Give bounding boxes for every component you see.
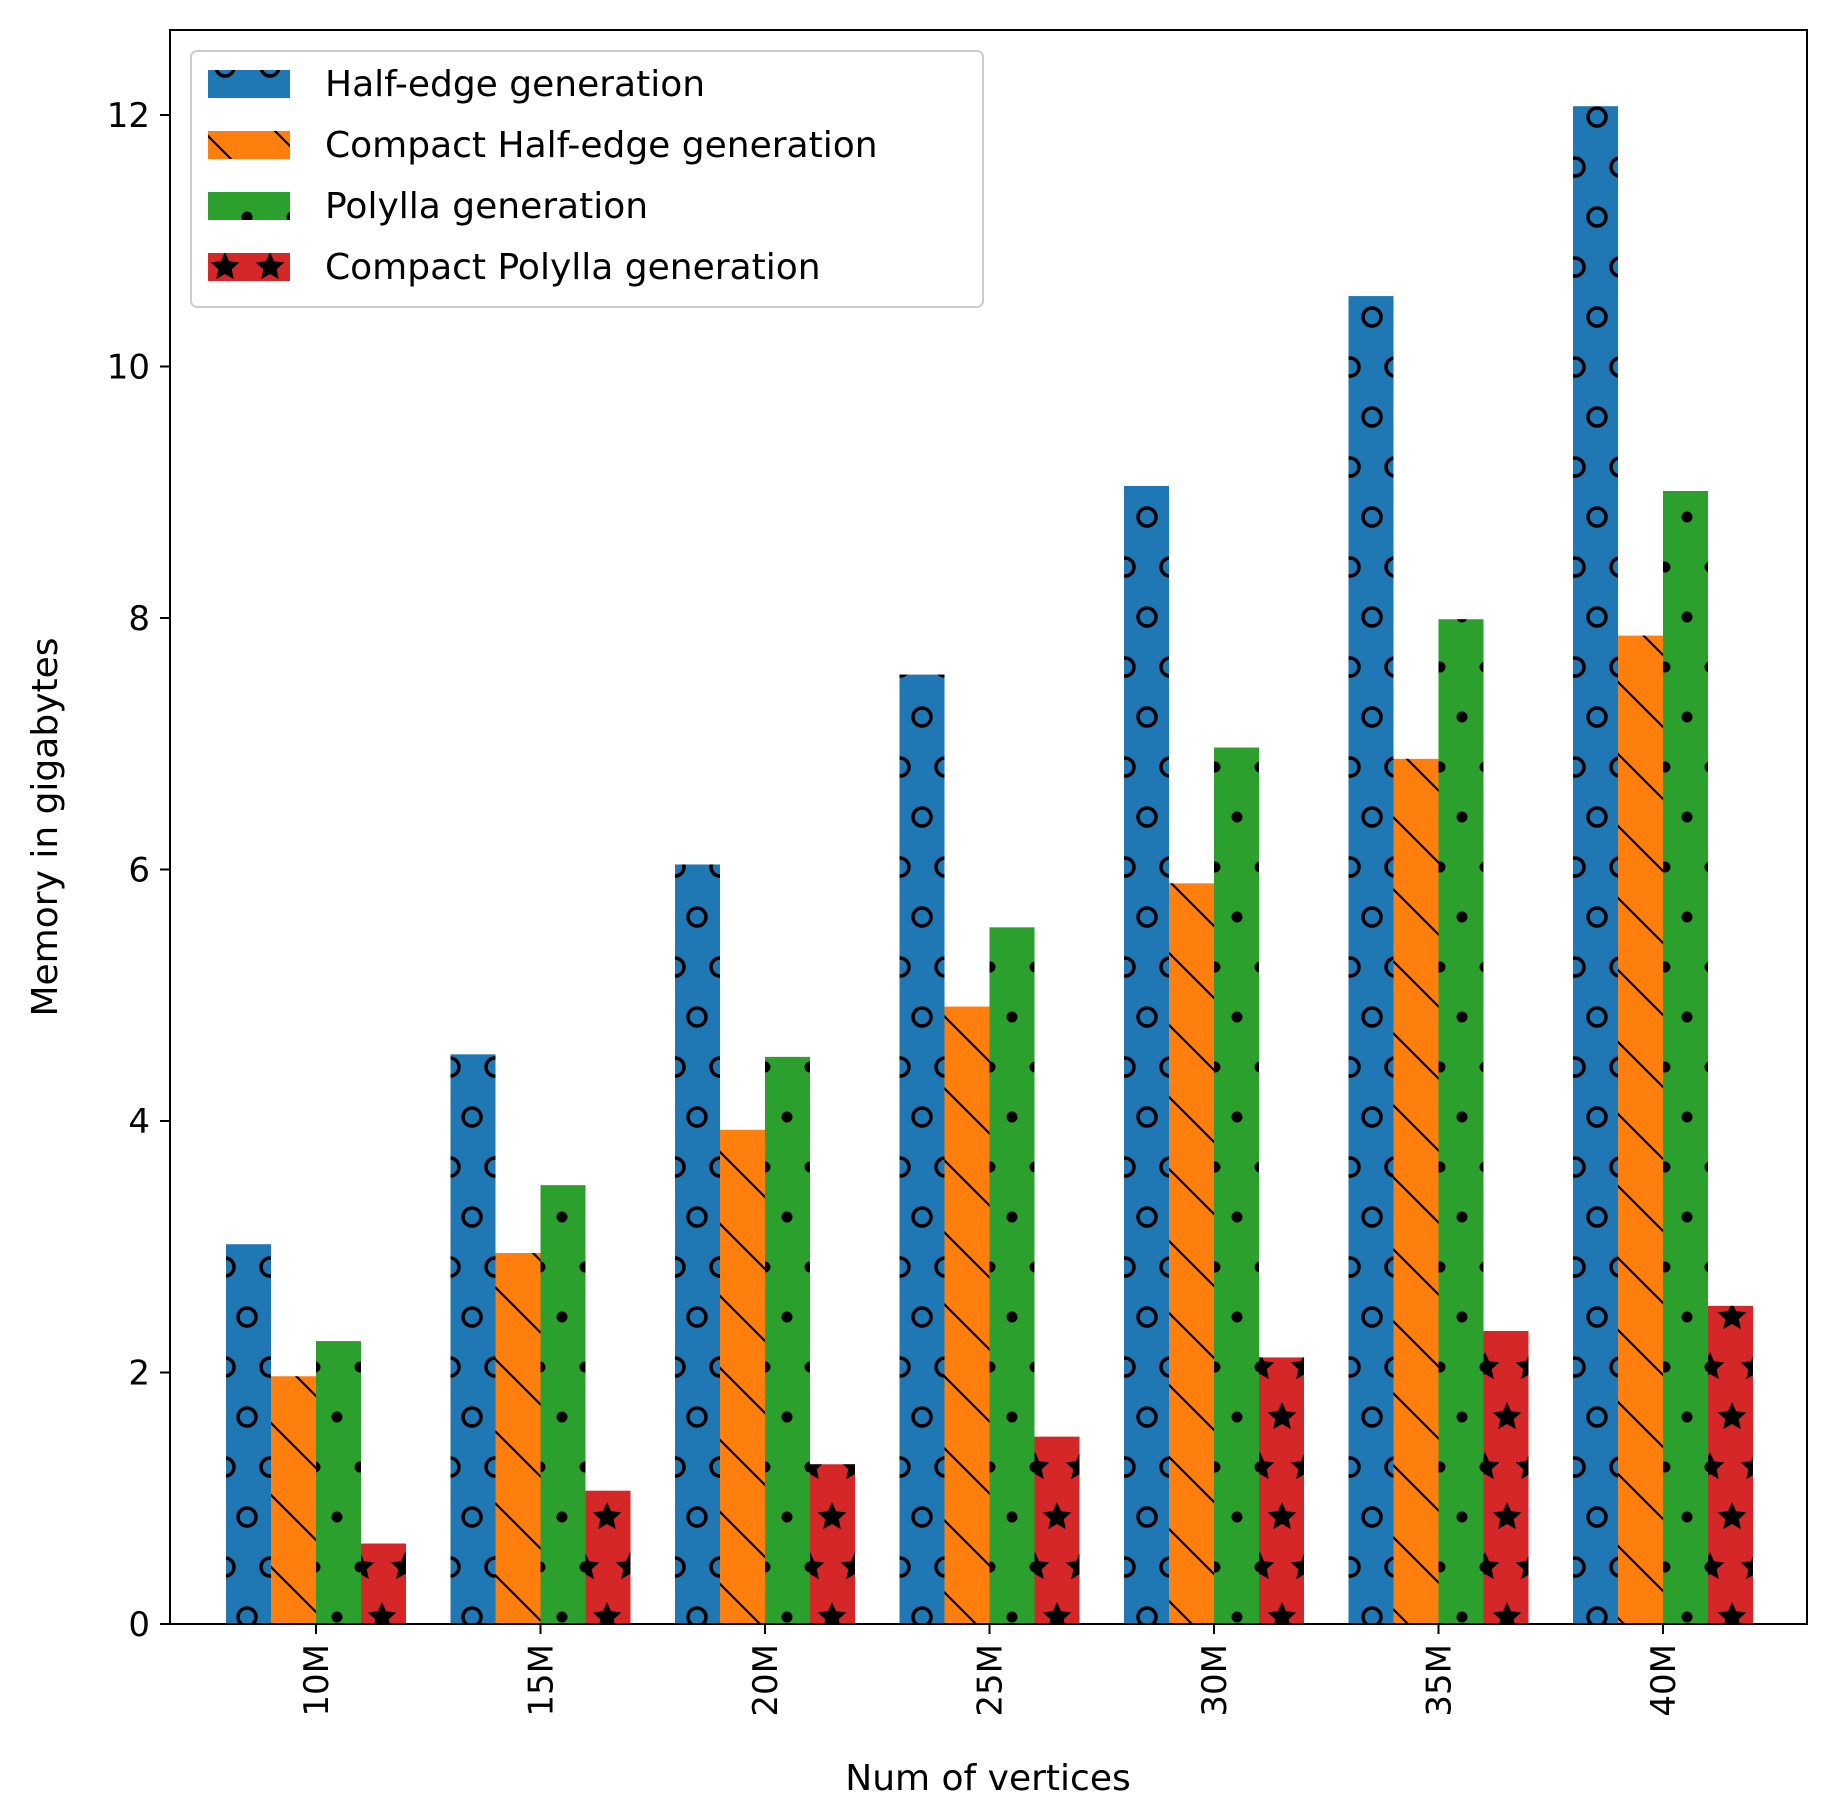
legend-swatch-hatch <box>208 131 290 159</box>
x-axis-label: Num of vertices <box>845 1758 1130 1799</box>
bar-hatch-compact-polylla-generation-10m <box>361 1543 406 1624</box>
bar-hatch-compact-half-edge-generation-15m <box>495 1253 541 1624</box>
bar-hatch-half-edge-generation-25m <box>899 674 945 1624</box>
bar-hatch-half-edge-generation-40m <box>1573 106 1618 1624</box>
legend-entry-half-edge: Half-edge generation <box>208 64 705 105</box>
legend: Half-edge generation Compact Half-edge g… <box>190 50 984 308</box>
x-tick-label: 35M <box>1420 1644 1460 1717</box>
bar-hatch-compact-half-edge-generation-30m <box>1169 883 1214 1624</box>
bar-hatch-polylla-generation-10m <box>316 1341 361 1624</box>
bar-hatch-half-edge-generation-20m <box>675 864 720 1624</box>
y-tick-label: 12 <box>107 96 150 136</box>
x-tick-label: 25M <box>971 1644 1011 1717</box>
bar-hatch-half-edge-generation-30m <box>1124 485 1169 1624</box>
legend-swatch-hatch <box>208 253 290 281</box>
bar-hatch-compact-half-edge-generation-40m <box>1618 635 1663 1624</box>
legend-label-compact-half-edge: Compact Half-edge generation <box>325 125 878 166</box>
bar-hatch-compact-polylla-generation-25m <box>1034 1436 1080 1624</box>
x-tick-label: 40M <box>1644 1644 1684 1717</box>
bar-hatch-compact-polylla-generation-35m <box>1483 1331 1529 1624</box>
legend-entry-polylla: Polylla generation <box>208 186 648 227</box>
bar-hatch-compact-polylla-generation-15m <box>585 1490 631 1624</box>
y-tick-label: 6 <box>128 851 150 891</box>
bar-hatch-compact-half-edge-generation-20m <box>720 1129 765 1624</box>
y-tick-label: 0 <box>128 1605 150 1645</box>
legend-box <box>190 50 984 308</box>
legend-label-compact-polylla: Compact Polylla generation <box>325 247 821 288</box>
x-tick-label: 20M <box>746 1644 786 1717</box>
bar-hatch-polylla-generation-35m <box>1438 619 1484 1624</box>
bar-hatch-polylla-generation-30m <box>1214 747 1259 1624</box>
bar-hatch-compact-polylla-generation-30m <box>1259 1357 1304 1624</box>
y-tick-label: 10 <box>107 348 150 388</box>
y-tick-label: 2 <box>128 1354 150 1394</box>
legend-entry-compact-polylla: Compact Polylla generation <box>208 247 821 288</box>
legend-label-polylla: Polylla generation <box>325 186 648 227</box>
bar-hatch-half-edge-generation-15m <box>450 1054 496 1624</box>
legend-label-half-edge: Half-edge generation <box>325 64 705 105</box>
legend-swatch-hatch <box>208 70 290 98</box>
legend-swatch-hatch <box>208 192 290 220</box>
y-tick-label: 4 <box>128 1102 150 1142</box>
x-tick-label: 15M <box>522 1644 562 1717</box>
bar-hatch-half-edge-generation-10m <box>226 1244 271 1624</box>
bar-hatch-polylla-generation-40m <box>1663 490 1708 1625</box>
x-tick-label: 10M <box>297 1644 337 1717</box>
bar-hatch-half-edge-generation-35m <box>1348 296 1394 1625</box>
bar-hatch-polylla-generation-15m <box>540 1185 586 1624</box>
bar-hatch-compact-half-edge-generation-25m <box>944 1006 990 1624</box>
y-axis-label: Memory in gigabytes <box>25 637 66 1016</box>
bar-hatch-compact-polylla-generation-20m <box>810 1464 855 1624</box>
legend-entry-compact-half-edge: Compact Half-edge generation <box>208 125 878 166</box>
bar-hatch-compact-half-edge-generation-10m <box>271 1376 316 1624</box>
x-tick-label: 30M <box>1195 1644 1235 1717</box>
y-tick-label: 8 <box>128 599 150 639</box>
bar-hatch-polylla-generation-20m <box>765 1056 810 1624</box>
bar-hatch-compact-half-edge-generation-35m <box>1393 758 1439 1624</box>
bar-hatch-compact-polylla-generation-40m <box>1708 1305 1753 1624</box>
bar-hatch-polylla-generation-25m <box>989 927 1035 1624</box>
